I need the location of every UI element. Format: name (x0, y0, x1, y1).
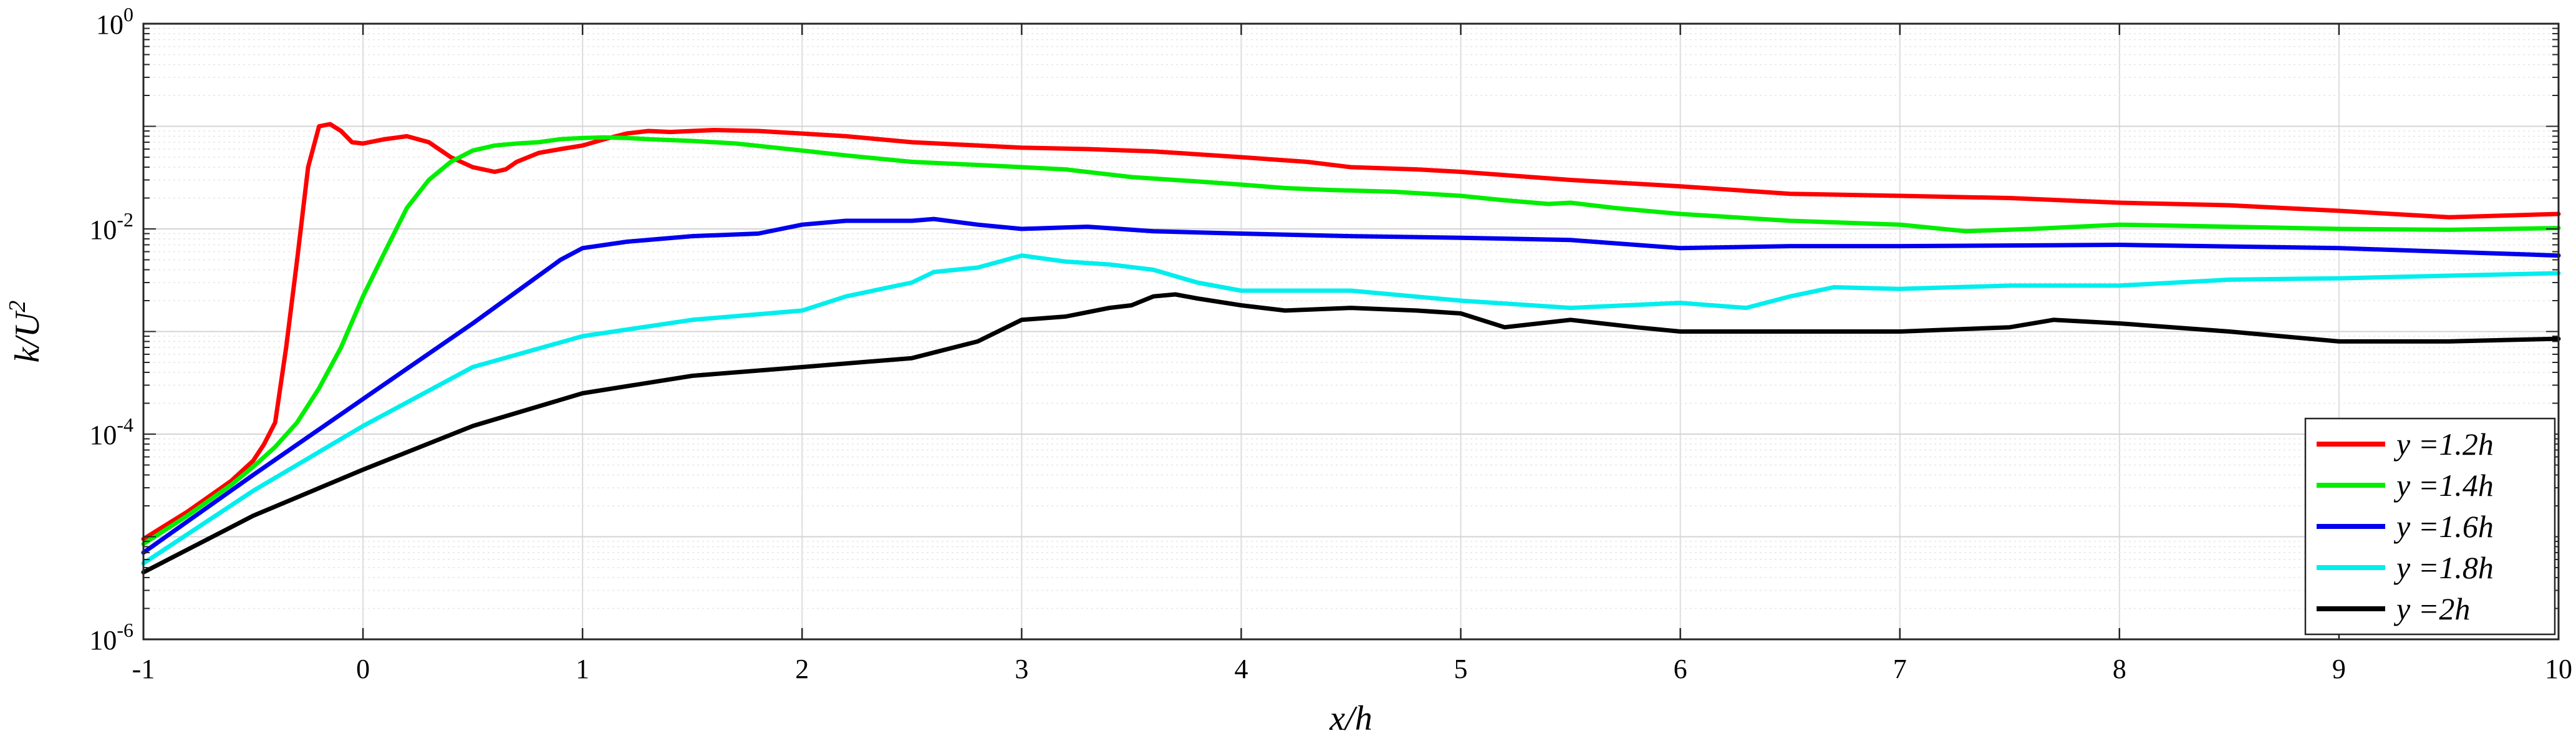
series-line-3 (141, 216, 2561, 555)
x-tick-label: 6 (1674, 654, 1687, 684)
y-axis-label: k/U2 (4, 301, 47, 363)
y-axis: 10-6 10-4 10-2 100 (89, 3, 2559, 656)
legend-label: y =1.2h (2393, 427, 2494, 462)
series-line-1 (141, 122, 2561, 541)
x-tick-label: 9 (2332, 654, 2346, 684)
x-axis-label: x/h (1329, 699, 1372, 738)
x-tick-label: 3 (1015, 654, 1028, 684)
legend-label: y =1.8h (2393, 550, 2494, 585)
y-tick-label: 10-2 (89, 208, 133, 245)
x-tick-label: 4 (1234, 654, 1248, 684)
x-tick-label: 7 (1893, 654, 1907, 684)
y-tick-label: 100 (96, 3, 133, 40)
legend: y =1.2h y =1.4h y =1.6h y =1.8h y =2h (2304, 417, 2556, 636)
y-tick-label: 10-6 (89, 619, 133, 656)
legend-label: y =2h (2393, 591, 2470, 626)
grid (143, 24, 2559, 640)
series-line-2 (141, 135, 2561, 546)
legend-label: y =1.6h (2393, 509, 2494, 544)
legend-label: y =1.4h (2393, 468, 2494, 503)
series-line-5 (141, 292, 2561, 574)
x-axis: -1 0 1 2 3 4 5 6 7 8 9 10 (132, 24, 2572, 684)
x-tick-label: 8 (2113, 654, 2126, 684)
series-line-4 (141, 253, 2561, 566)
x-tick-label: 10 (2545, 654, 2572, 684)
y-tick-label: 10-4 (89, 414, 133, 450)
x-tick-label: 5 (1454, 654, 1468, 684)
x-tick-label: 1 (576, 654, 589, 684)
series-layer (141, 122, 2561, 574)
x-tick-label: 0 (356, 654, 370, 684)
x-tick-label: 2 (795, 654, 809, 684)
x-tick-label: -1 (132, 654, 155, 684)
